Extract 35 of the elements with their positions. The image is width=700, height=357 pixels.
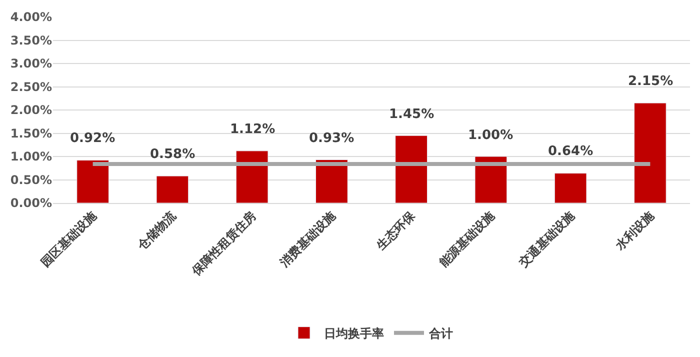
x-tick-label: 仓储物流	[134, 208, 180, 254]
data-label: 1.12%	[230, 122, 276, 137]
y-tick-label: 2.50%	[10, 80, 52, 94]
legend-label: 合计	[428, 326, 453, 340]
x-tick-label: 保障性租赁住房	[188, 208, 258, 279]
bar	[236, 150, 268, 203]
y-tick-label: 0.50%	[10, 172, 52, 187]
y-tick-label: 1.50%	[10, 126, 52, 140]
x-tick-label: 消费基础设施	[276, 208, 339, 270]
x-tick-label: 水利设施	[612, 208, 658, 254]
legend-label: 日均换手率	[324, 326, 384, 340]
y-tick-label: 2.00%	[10, 103, 52, 118]
data-label: 1.00%	[468, 128, 514, 143]
data-label: 1.45%	[389, 107, 434, 122]
data-label: 0.58%	[150, 147, 196, 162]
x-tick-label: 交通基础设施	[515, 208, 578, 270]
data-label: 0.64%	[548, 144, 594, 159]
x-tick-label: 生态环保	[373, 208, 418, 254]
bar	[316, 160, 348, 203]
bar	[554, 172, 587, 203]
data-label: 2.15%	[628, 74, 674, 89]
data-label: 0.92%	[70, 131, 116, 146]
bar	[76, 160, 109, 203]
y-tick-label: 1.00%	[10, 150, 52, 164]
bar	[634, 102, 666, 203]
y-tick-label: 3.00%	[10, 56, 52, 71]
x-tick-label: 园区基础设施	[38, 208, 100, 270]
bar	[474, 156, 508, 203]
bar	[156, 176, 189, 203]
bar	[395, 135, 428, 203]
y-tick-label: 4.00%	[10, 10, 52, 24]
y-tick-label: 3.50%	[10, 33, 52, 48]
y-tick-label: 0.00%	[10, 196, 52, 210]
x-tick-label: 能源基础设施	[436, 208, 498, 270]
data-label: 0.93%	[309, 131, 354, 146]
